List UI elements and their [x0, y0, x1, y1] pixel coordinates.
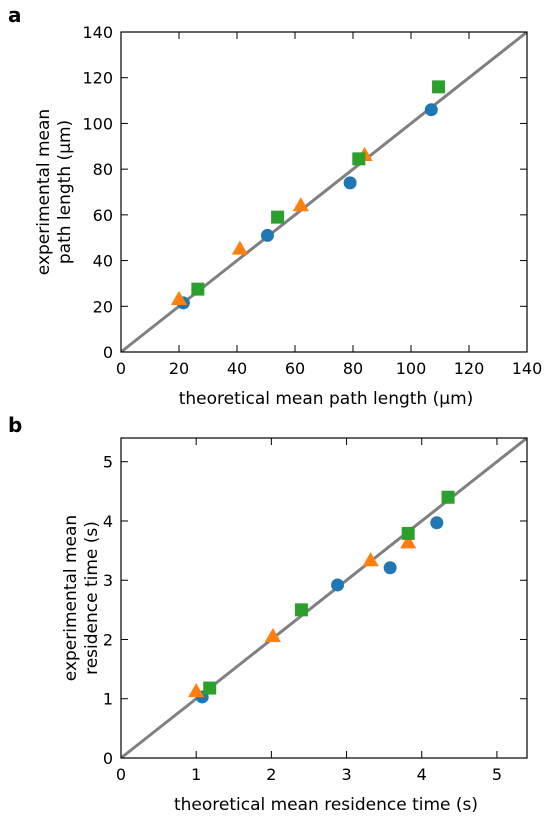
- x-tick-label: 40: [227, 359, 247, 378]
- data-point-circle: [424, 103, 438, 117]
- x-axis-label: theoretical mean residence time (s): [174, 795, 478, 815]
- x-tick-label: 3: [341, 765, 351, 784]
- data-point-square: [401, 526, 415, 540]
- y-tick-label: 0: [103, 343, 113, 362]
- data-point-circle: [430, 516, 444, 530]
- data-point-square: [432, 80, 446, 94]
- data-point-square: [352, 152, 366, 166]
- x-axis-label: theoretical mean path length (μm): [179, 389, 474, 409]
- y-axis-label-line: path length (μm): [55, 120, 75, 264]
- x-tick-label: 1: [191, 765, 201, 784]
- x-tick-label: 2: [266, 765, 276, 784]
- y-axis-label-line: experimental mean: [34, 109, 54, 275]
- data-point-triangle: [170, 290, 188, 305]
- panel-a: a 0 20 40 60 80 100 120 140 0 20 40 60 80 100 120 140 the…: [8, 3, 542, 409]
- data-point-square: [294, 603, 308, 617]
- y-tick-label: 1: [103, 690, 113, 709]
- panel-letter: b: [8, 413, 22, 437]
- y-tick-label: 2: [103, 630, 113, 649]
- y-tick-label: 20: [93, 297, 113, 316]
- x-tick-label: 120: [454, 359, 485, 378]
- y-tick-label: 40: [93, 252, 113, 271]
- data-point-circle: [331, 578, 345, 592]
- data-point-triangle: [400, 534, 417, 549]
- x-tick-label: 0: [116, 765, 126, 784]
- y-axis-label-line: residence time (s): [82, 521, 102, 675]
- data-point-circle: [383, 561, 397, 575]
- identity-line: [121, 32, 527, 352]
- x-tick-label: 0: [116, 359, 126, 378]
- y-tick-label: 3: [103, 571, 113, 590]
- y-tick-label: 60: [93, 206, 113, 225]
- data-point-circle: [343, 176, 357, 190]
- data-point-circle: [260, 228, 274, 242]
- y-tick-label: 100: [82, 114, 113, 133]
- x-tick-label: 60: [285, 359, 305, 378]
- y-axis-label: experimental meanresidence time (s): [61, 515, 102, 681]
- y-tick-label: 80: [93, 160, 113, 179]
- y-axis-label: experimental meanpath length (μm): [34, 109, 75, 275]
- x-tick-label: 140: [512, 359, 543, 378]
- x-tick-label: 5: [492, 765, 502, 784]
- plot-frame: [120, 437, 528, 759]
- data-point-triangle: [362, 552, 379, 567]
- x-tick-label: 20: [169, 359, 189, 378]
- y-tick-label: 0: [103, 749, 113, 768]
- y-tick-label: 140: [82, 23, 113, 42]
- data-point-square: [271, 210, 285, 224]
- y-tick-label: 4: [103, 512, 113, 531]
- data-point-triangle: [292, 197, 309, 212]
- data-point-square: [191, 282, 205, 296]
- identity-line: [121, 438, 527, 758]
- data-point-square: [203, 681, 217, 695]
- panel-b: b 0 1 2 3 4 5 0 1 2 3 4 5 theoretical mean residence …: [8, 413, 528, 815]
- y-axis-label-line: experimental mean: [61, 515, 81, 681]
- panel-letter: a: [8, 3, 22, 27]
- data-point-triangle: [264, 628, 281, 643]
- y-tick-label: 120: [82, 69, 113, 88]
- x-tick-label: 4: [417, 765, 427, 784]
- data-point-triangle: [231, 240, 248, 255]
- plot-frame: [120, 31, 528, 353]
- data-point-triangle: [188, 683, 205, 698]
- x-tick-label: 80: [343, 359, 363, 378]
- y-tick-label: 5: [103, 453, 113, 472]
- x-tick-label: 100: [396, 359, 427, 378]
- data-point-square: [441, 490, 455, 504]
